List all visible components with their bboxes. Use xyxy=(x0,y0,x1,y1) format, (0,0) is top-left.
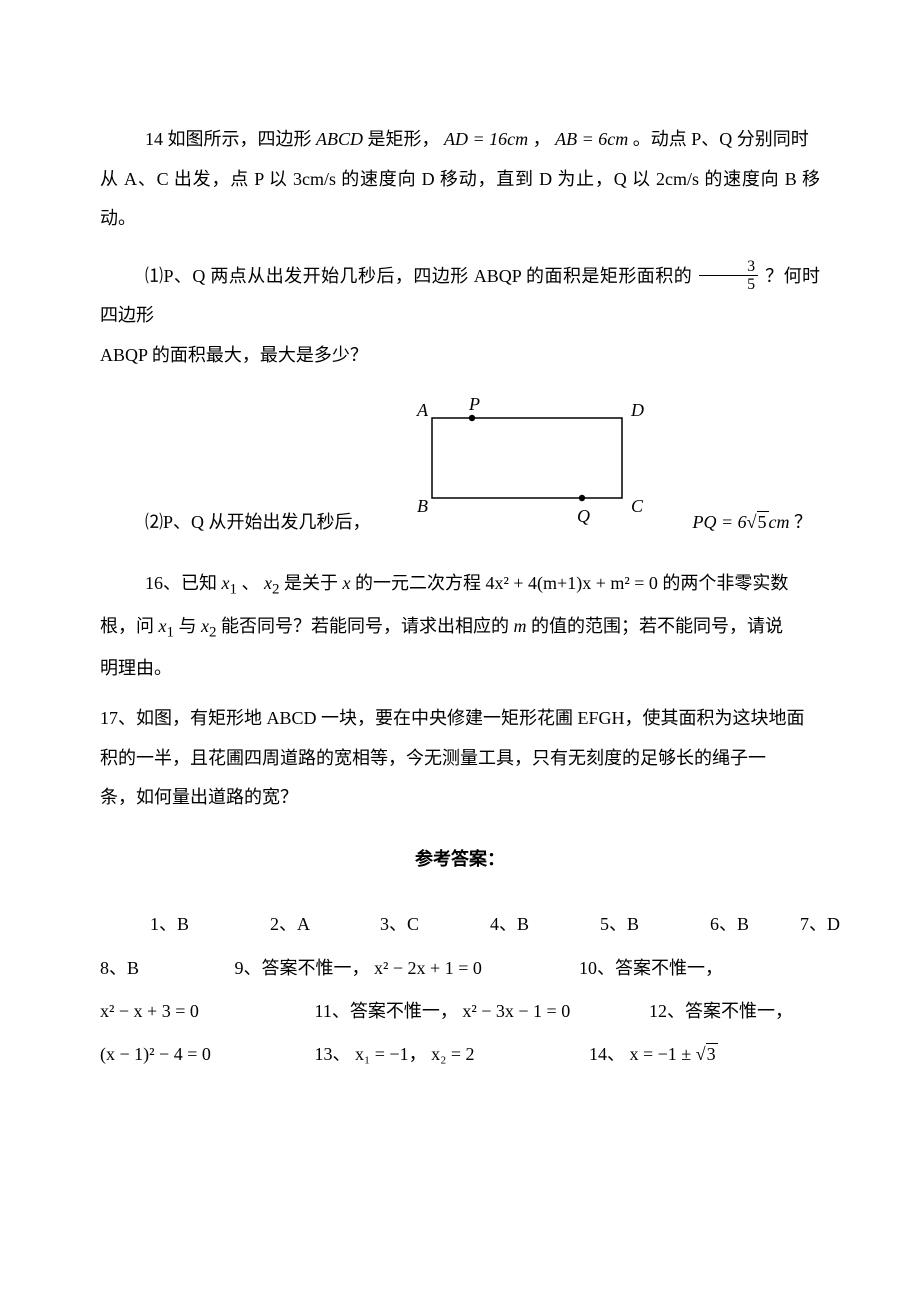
svg-text:C: C xyxy=(631,496,644,516)
ans-10-eq: x² − x + 3 = 0 xyxy=(100,990,310,1033)
q14-ab: AB = 6cm xyxy=(555,129,628,149)
answers-row3: x² − x + 3 = 0 11、答案不惟一， x² − 3x − 1 = 0… xyxy=(100,990,820,1033)
pq-eq: PQ = 6√5cm xyxy=(693,511,795,532)
q14-l1d: 。动点 P、Q 分别同时 xyxy=(633,129,809,149)
answers-heading: 参考答案： xyxy=(100,840,820,880)
q14-line1: 14 如图所示，四边形 ABCD 是矩形， AD = 16cm ， AB = 6… xyxy=(100,120,820,160)
q16-x2: x2 xyxy=(264,573,280,593)
q14-l1a: 14 如图所示，四边形 xyxy=(145,129,312,149)
q14-line2: 从 A、C 出发，点 P 以 3cm/s 的速度向 D 移动，直到 D 为止，Q… xyxy=(100,160,820,239)
ans-13: 13、 x₁ = −1， x₂ = 2 xyxy=(315,1033,585,1076)
ans-12-eq: (x − 1)² − 4 = 0 xyxy=(100,1033,310,1076)
q14-part2-right: PQ = 6√5cm ？ xyxy=(693,503,813,543)
q14-part1: ⑴P、Q 两点从出发开始几秒后，四边形 ABQP 的面积是矩形面积的 3 5 ？… xyxy=(100,257,820,336)
q14-figure-row: ⑵P、Q 从开始出发几秒后， A D B C P Q PQ = 6√5cm ？ xyxy=(100,388,820,543)
answers-row2: 8、B 9、答案不惟一， x² − 2x + 1 = 0 10、答案不惟一， xyxy=(100,947,820,990)
rectangle-diagram: A D B C P Q xyxy=(377,388,687,528)
q14-figure: A D B C P Q xyxy=(377,388,687,543)
q17-l1: 17、如图，有矩形地 ABCD 一块，要在中央修建一矩形花圃 EFGH，使其面积… xyxy=(100,699,820,739)
q14-l1c: ， xyxy=(533,129,551,149)
q16-line3: 明理由。 xyxy=(100,649,820,689)
answers-row1: 1、B2、A3、C4、B5、B6、B7、D xyxy=(100,903,820,946)
q14-part2-left: ⑵P、Q 从开始出发几秒后， xyxy=(100,503,371,543)
ans-10: 10、答案不惟一， xyxy=(579,947,723,990)
answers-block: 1、B2、A3、C4、B5、B6、B7、D 8、B 9、答案不惟一， x² − … xyxy=(100,903,820,1076)
svg-text:P: P xyxy=(468,394,480,414)
answers-row4: (x − 1)² − 4 = 0 13、 x₁ = −1， x₂ = 2 14、… xyxy=(100,1033,820,1076)
q16-eq: 4x² + 4(m+1)x + m² = 0 xyxy=(486,573,658,593)
ans-6: 6、B xyxy=(710,903,800,946)
ans-8: 8、B xyxy=(100,947,230,990)
q17-l3: 条，如何量出道路的宽？ xyxy=(100,778,820,818)
ans-14: 14、 x = −1 ± √3 xyxy=(589,1033,718,1076)
svg-text:B: B xyxy=(417,496,428,516)
q16-x1: x1 xyxy=(222,573,238,593)
q14-ad: AD = 16cm xyxy=(444,129,528,149)
q17-l2: 积的一半，且花圃四周道路的宽相等，今无测量工具，只有无刻度的足够长的绳子一 xyxy=(100,739,820,779)
q14-p1a: ⑴P、Q 两点从出发开始几秒后，四边形 ABQP 的面积是矩形面积的 xyxy=(145,266,692,286)
q16-line2: 根，问 x1 与 x2 能否同号？若能同号，请求出相应的 m 的值的范围；若不能… xyxy=(100,607,820,650)
ans-3: 3、C xyxy=(380,903,490,946)
q16-m: m xyxy=(514,616,527,636)
q16-line1: 16、已知 x1 、 x2 是关于 x 的一元二次方程 4x² + 4(m+1)… xyxy=(100,564,820,607)
ans-2: 2、A xyxy=(270,903,380,946)
ans-7: 7、D xyxy=(800,903,870,946)
q14-abcd: ABCD xyxy=(316,129,363,149)
ans-5: 5、B xyxy=(600,903,710,946)
svg-text:A: A xyxy=(416,400,429,420)
ans-11: 11、答案不惟一， x² − 3x − 1 = 0 xyxy=(315,990,645,1033)
ans-12: 12、答案不惟一， xyxy=(649,990,793,1033)
svg-text:Q: Q xyxy=(577,506,590,526)
ans-4: 4、B xyxy=(490,903,600,946)
svg-text:D: D xyxy=(630,400,644,420)
q16-x: x xyxy=(343,573,351,593)
q14-l1b: 是矩形， xyxy=(368,129,440,149)
q14-part1c: ABQP 的面积最大，最大是多少？ xyxy=(100,336,820,376)
ans-1: 1、B xyxy=(100,903,270,946)
ans-9: 9、答案不惟一， x² − 2x + 1 = 0 xyxy=(235,947,575,990)
q14-frac: 3 5 xyxy=(699,258,758,294)
